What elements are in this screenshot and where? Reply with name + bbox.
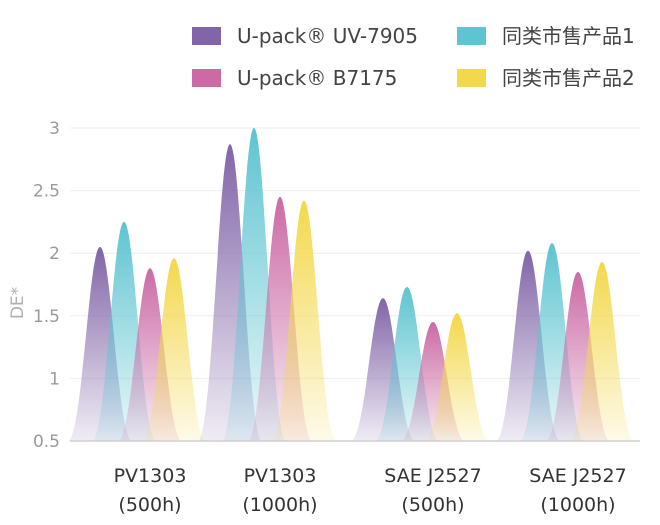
legend-label: U-pack® B7175 — [237, 66, 397, 90]
plot-area — [68, 128, 634, 441]
x-category-label: SAE J2527 (500h) — [384, 465, 481, 516]
legend-swatch — [192, 27, 221, 45]
peak — [272, 200, 336, 441]
y-axis-label: DE* — [8, 287, 28, 319]
legend-item: U-pack® B7175 — [192, 66, 397, 90]
peak — [142, 258, 206, 441]
x-axis-categories: PV1303 (500h) PV1303 (1000h) SAE J2527 (500h)… — [114, 465, 627, 516]
legend-swatch — [457, 27, 486, 45]
legend-label: 同类市售产品1 — [502, 24, 635, 48]
legend-item: 同类市售产品2 — [457, 66, 635, 90]
legend-swatch — [192, 69, 221, 87]
legend-label: 同类市售产品2 — [502, 66, 635, 90]
y-tick-label: 3 — [49, 119, 60, 139]
legend-label: U-pack® UV-7905 — [237, 24, 418, 48]
y-tick-label: 2 — [49, 244, 60, 264]
y-tick-label: 0.5 — [33, 432, 60, 452]
legend: U-pack® UV-7905 同类市售产品1 U-pack® B7175 同类市售产… — [192, 24, 635, 90]
legend-item: U-pack® UV-7905 — [192, 24, 418, 48]
legend-item: 同类市售产品1 — [457, 24, 635, 48]
y-axis-ticks: 0.5 1 1.5 2 2.5 3 — [33, 119, 60, 452]
x-category-label: SAE J2527 (1000h) — [529, 465, 626, 516]
peak — [425, 313, 489, 441]
legend-swatch — [457, 69, 486, 87]
y-tick-label: 1.5 — [33, 307, 60, 327]
peak — [570, 261, 634, 441]
y-tick-label: 2.5 — [33, 182, 60, 202]
x-category-label: PV1303 (500h) — [114, 465, 187, 516]
x-category-label: PV1303 (1000h) — [242, 465, 317, 516]
y-tick-label: 1 — [49, 369, 60, 389]
